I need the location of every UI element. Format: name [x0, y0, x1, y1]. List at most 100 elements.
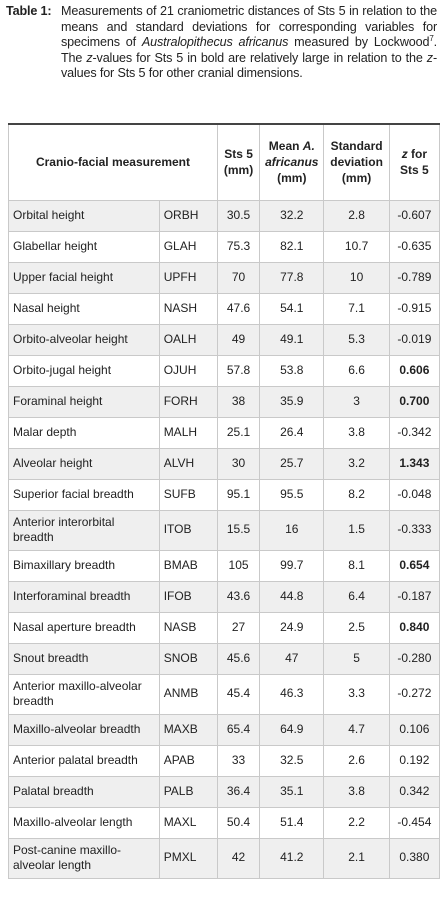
- sd-value: 2.8: [323, 199, 390, 232]
- sts5-value: 70: [216, 261, 261, 294]
- table-row: Malar depth MALH 25.1 26.4 3.8 -0.342: [8, 416, 441, 449]
- mean-value: 44.8: [259, 580, 325, 613]
- sts5-value: 15.5: [216, 509, 261, 551]
- sts5-value: 45.6: [216, 642, 261, 675]
- measurement-name: Palatal breadth: [8, 775, 160, 808]
- mean-value: 49.1: [259, 323, 325, 356]
- sts5-value: 38: [216, 385, 261, 418]
- sts5-value: 27: [216, 611, 261, 644]
- header-z-letter: z: [401, 147, 408, 162]
- z-value: 0.380: [388, 837, 441, 879]
- sts5-value: 95.1: [216, 478, 261, 511]
- mean-value: 32.2: [259, 199, 325, 232]
- measurements-table: Cranio-facial measurement Sts 5 (mm) Mea…: [8, 123, 441, 879]
- sd-value: 8.1: [323, 549, 390, 582]
- table-header: Cranio-facial measurement Sts 5 (mm) Mea…: [8, 123, 441, 201]
- measurement-code: MAXL: [158, 806, 218, 839]
- sts5-value: 25.1: [216, 416, 261, 449]
- z-value: -0.607: [388, 199, 441, 232]
- sd-value: 10.7: [323, 230, 390, 263]
- sts5-value: 42: [216, 837, 261, 879]
- measurement-name: Maxillo-alveolar length: [8, 806, 160, 839]
- measurement-code: SUFB: [158, 478, 218, 511]
- z-value: -0.915: [388, 292, 441, 325]
- mean-value: 99.7: [259, 549, 325, 582]
- measurement-name: Nasal height: [8, 292, 160, 325]
- table-body: Orbital height ORBH 30.5 32.2 2.8 -0.607 Glabe…: [8, 199, 441, 879]
- header-z: z for Sts 5: [388, 123, 441, 201]
- measurement-name: Orbital height: [8, 199, 160, 232]
- measurement-name: Post-canine maxillo-alveolar length: [8, 837, 160, 879]
- measurement-name: Superior facial breadth: [8, 478, 160, 511]
- measurement-name: Glabellar height: [8, 230, 160, 263]
- sts5-value: 75.3: [216, 230, 261, 263]
- measurement-name: Anterior interorbital breadth: [8, 509, 160, 551]
- mean-value: 16: [259, 509, 325, 551]
- measurement-name: Upper facial height: [8, 261, 160, 294]
- measurement-code: NASB: [158, 611, 218, 644]
- measurement-code: NASH: [158, 292, 218, 325]
- table-row: Maxillo-alveolar length MAXL 50.4 51.4 2.2 -0…: [8, 806, 441, 839]
- caption-z: z: [426, 50, 433, 65]
- caption-species: Australopithecus africanus: [141, 35, 289, 50]
- table-row: Glabellar height GLAH 75.3 82.1 10.7 -0.635: [8, 230, 441, 263]
- table-row: Bimaxillary breadth BMAB 105 99.7 8.1 0.654: [8, 549, 441, 582]
- mean-value: 95.5: [259, 478, 325, 511]
- measurement-code: OALH: [158, 323, 218, 356]
- mean-value: 77.8: [259, 261, 325, 294]
- mean-value: 32.5: [259, 744, 325, 777]
- header-row: Cranio-facial measurement Sts 5 (mm) Mea…: [8, 123, 441, 201]
- sd-value: 3.3: [323, 673, 390, 715]
- z-value: 0.840: [388, 611, 441, 644]
- sts5-value: 36.4: [216, 775, 261, 808]
- sd-value: 5: [323, 642, 390, 675]
- header-measurement: Cranio-facial measurement: [8, 123, 218, 201]
- z-value: -0.280: [388, 642, 441, 675]
- table-row: Orbital height ORBH 30.5 32.2 2.8 -0.607: [8, 199, 441, 232]
- table-row: Foraminal height FORH 38 35.9 3 0.700: [8, 385, 441, 418]
- mean-value: 26.4: [259, 416, 325, 449]
- z-value: -0.342: [388, 416, 441, 449]
- measurement-code: ITOB: [158, 509, 218, 551]
- sd-value: 2.1: [323, 837, 390, 879]
- mean-value: 54.1: [259, 292, 325, 325]
- measurement-name: Orbito-alveolar height: [8, 323, 160, 356]
- header-sts5: Sts 5 (mm): [216, 123, 261, 201]
- caption-reference[interactable]: 7: [429, 34, 434, 43]
- measurement-code: APAB: [158, 744, 218, 777]
- sts5-value: 33: [216, 744, 261, 777]
- header-mean: Mean A. africanus (mm): [259, 123, 325, 201]
- z-value: 0.342: [388, 775, 441, 808]
- header-z-suffix: for Sts 5: [400, 147, 429, 178]
- table-row: Palatal breadth PALB 36.4 35.1 3.8 0.342: [8, 775, 441, 808]
- measurement-code: FORH: [158, 385, 218, 418]
- table-row: Upper facial height UPFH 70 77.8 10 -0.789: [8, 261, 441, 294]
- sd-value: 10: [323, 261, 390, 294]
- sd-value: 2.5: [323, 611, 390, 644]
- mean-value: 46.3: [259, 673, 325, 715]
- mean-value: 41.2: [259, 837, 325, 879]
- measurement-code: PALB: [158, 775, 218, 808]
- table-row: Alveolar height ALVH 30 25.7 3.2 1.343: [8, 447, 441, 480]
- mean-value: 24.9: [259, 611, 325, 644]
- table-row: Post-canine maxillo-alveolar length PMXL 4…: [8, 837, 441, 879]
- sts5-value: 50.4: [216, 806, 261, 839]
- table-label: Table 1:: [6, 4, 52, 18]
- mean-value: 82.1: [259, 230, 325, 263]
- sd-value: 2.2: [323, 806, 390, 839]
- sts5-value: 45.4: [216, 673, 261, 715]
- measurement-code: ORBH: [158, 199, 218, 232]
- measurement-name: Orbito-jugal height: [8, 354, 160, 387]
- table-row: Nasal aperture breadth NASB 27 24.9 2.5 0.840: [8, 611, 441, 644]
- caption-part: -values for Sts 5 for other cranial dime…: [61, 50, 437, 81]
- sd-value: 6.4: [323, 580, 390, 613]
- table-row: Interforaminal breadth IFOB 43.6 44.8 6.4 -0.…: [8, 580, 441, 613]
- measurement-name: Malar depth: [8, 416, 160, 449]
- sd-value: 1.5: [323, 509, 390, 551]
- z-value: -0.333: [388, 509, 441, 551]
- table-row: Orbito-jugal height OJUH 57.8 53.8 6.6 0.606: [8, 354, 441, 387]
- mean-value: 35.9: [259, 385, 325, 418]
- sts5-value: 105: [216, 549, 261, 582]
- measurement-name: Snout breadth: [8, 642, 160, 675]
- z-value: -0.454: [388, 806, 441, 839]
